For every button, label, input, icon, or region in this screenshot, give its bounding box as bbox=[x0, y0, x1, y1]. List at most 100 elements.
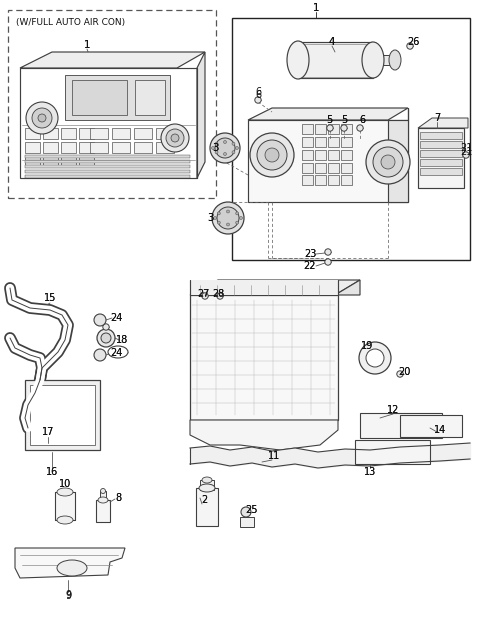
Polygon shape bbox=[388, 108, 408, 202]
Circle shape bbox=[210, 133, 240, 163]
Circle shape bbox=[212, 202, 244, 234]
Text: 9: 9 bbox=[65, 590, 71, 600]
Bar bbox=[20, 68, 197, 178]
Circle shape bbox=[217, 293, 223, 299]
Bar bbox=[232, 18, 470, 260]
Circle shape bbox=[161, 124, 189, 152]
Circle shape bbox=[32, 108, 52, 128]
Bar bbox=[65, 75, 170, 120]
Circle shape bbox=[26, 102, 58, 134]
Bar bbox=[25, 160, 190, 163]
Circle shape bbox=[325, 258, 331, 265]
Circle shape bbox=[366, 349, 384, 367]
Text: 24: 24 bbox=[110, 348, 122, 358]
Text: 5: 5 bbox=[341, 115, 347, 125]
Text: 1: 1 bbox=[312, 3, 319, 13]
Bar bbox=[196, 488, 218, 526]
Bar bbox=[420, 168, 462, 175]
Bar bbox=[420, 132, 462, 139]
Bar bbox=[190, 280, 338, 295]
Circle shape bbox=[250, 133, 294, 177]
Ellipse shape bbox=[389, 50, 401, 70]
Text: 5: 5 bbox=[326, 115, 332, 125]
Circle shape bbox=[236, 147, 239, 150]
Circle shape bbox=[224, 152, 227, 156]
Circle shape bbox=[227, 223, 229, 226]
Text: 19: 19 bbox=[361, 341, 373, 351]
Text: 10: 10 bbox=[59, 479, 71, 489]
Bar bbox=[328, 124, 339, 134]
Circle shape bbox=[232, 150, 235, 154]
Circle shape bbox=[217, 221, 220, 224]
Text: 8: 8 bbox=[115, 493, 121, 503]
Text: 22: 22 bbox=[304, 261, 316, 271]
Text: (W/FULL AUTO AIR CON): (W/FULL AUTO AIR CON) bbox=[16, 17, 125, 26]
Text: 3: 3 bbox=[207, 213, 213, 223]
Bar bbox=[248, 120, 408, 202]
Bar bbox=[240, 517, 254, 527]
Text: 24: 24 bbox=[110, 313, 122, 323]
Polygon shape bbox=[335, 280, 360, 295]
Text: 24: 24 bbox=[110, 348, 122, 358]
Circle shape bbox=[373, 147, 403, 177]
Bar bbox=[315, 137, 326, 147]
Bar bbox=[315, 163, 326, 173]
Bar bbox=[79, 142, 94, 153]
Bar bbox=[341, 163, 352, 173]
Text: 10: 10 bbox=[59, 479, 71, 489]
Bar bbox=[190, 295, 338, 420]
Text: 16: 16 bbox=[46, 467, 58, 477]
Text: 7: 7 bbox=[434, 113, 440, 123]
Text: 23: 23 bbox=[304, 249, 316, 259]
Bar bbox=[25, 128, 40, 139]
Text: 20: 20 bbox=[398, 367, 410, 377]
Text: 11: 11 bbox=[268, 451, 280, 461]
Text: 13: 13 bbox=[364, 467, 376, 477]
Bar bbox=[8, 10, 216, 198]
Polygon shape bbox=[418, 118, 468, 128]
Circle shape bbox=[255, 97, 261, 103]
Text: 16: 16 bbox=[46, 467, 58, 477]
Circle shape bbox=[101, 333, 111, 343]
Bar bbox=[341, 150, 352, 160]
Bar bbox=[61, 128, 76, 139]
Circle shape bbox=[359, 342, 391, 374]
Bar bbox=[25, 155, 190, 158]
Circle shape bbox=[463, 152, 469, 158]
Text: 26: 26 bbox=[407, 37, 419, 47]
Bar bbox=[43, 142, 58, 153]
Bar bbox=[79, 128, 94, 139]
Bar bbox=[72, 80, 127, 115]
Text: 6: 6 bbox=[359, 115, 365, 125]
Ellipse shape bbox=[100, 489, 106, 493]
Text: 6: 6 bbox=[359, 115, 365, 125]
Bar bbox=[134, 128, 152, 139]
Circle shape bbox=[381, 155, 395, 169]
Text: 5: 5 bbox=[326, 115, 332, 125]
Text: 21: 21 bbox=[460, 143, 472, 153]
Text: 2: 2 bbox=[201, 495, 207, 505]
Circle shape bbox=[215, 138, 235, 158]
Text: 3: 3 bbox=[212, 143, 218, 153]
Bar bbox=[25, 170, 190, 173]
Polygon shape bbox=[197, 52, 205, 178]
Text: 25: 25 bbox=[246, 505, 258, 515]
Polygon shape bbox=[190, 420, 338, 450]
Circle shape bbox=[397, 371, 403, 377]
Bar bbox=[418, 128, 464, 188]
Text: 7: 7 bbox=[434, 113, 440, 123]
Circle shape bbox=[202, 293, 208, 299]
Circle shape bbox=[407, 43, 413, 50]
Text: 15: 15 bbox=[44, 293, 56, 303]
Bar bbox=[373, 55, 391, 65]
Text: 28: 28 bbox=[212, 289, 224, 298]
Text: 24: 24 bbox=[110, 313, 122, 323]
Text: 27: 27 bbox=[197, 289, 209, 298]
Bar bbox=[420, 141, 462, 148]
Circle shape bbox=[103, 324, 109, 331]
Circle shape bbox=[236, 212, 239, 215]
Text: 13: 13 bbox=[364, 467, 376, 477]
Polygon shape bbox=[15, 548, 125, 578]
Polygon shape bbox=[190, 280, 360, 295]
Circle shape bbox=[265, 148, 279, 162]
